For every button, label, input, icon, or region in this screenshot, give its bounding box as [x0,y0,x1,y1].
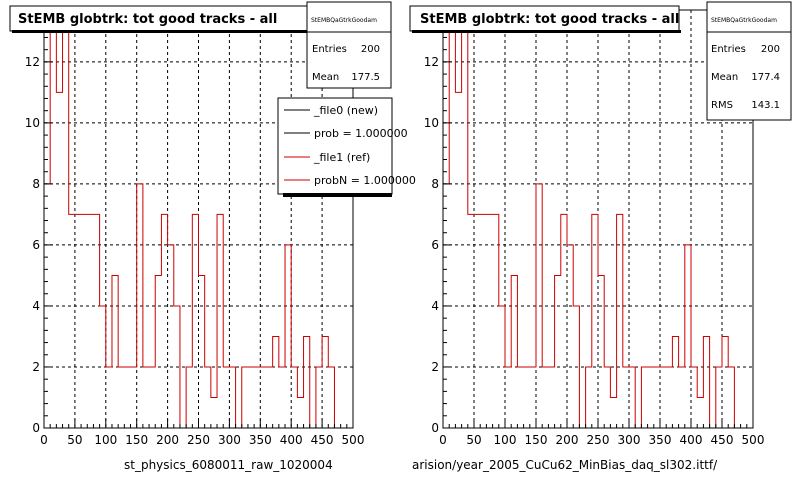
right-stats-name: StEMBQaGtrkGoodam [711,17,777,24]
right-series [442,30,735,429]
x-tick-label: 100 [494,433,517,447]
legend-entry-1: prob = 1.000000 [314,127,408,140]
left-legend: _file0 (new) prob = 1.000000 _file1 (ref… [277,97,416,197]
x-tick-label: 150 [525,433,548,447]
x-tick-label: 100 [94,433,117,447]
y-tick-label: 6 [431,238,439,252]
left-title: StEMB globtrk: tot good tracks - all [18,12,277,27]
y-tick-label: 4 [431,299,439,313]
right-stats-box: StEMBQaGtrkGoodam Entries 200 Mean 177.4… [706,1,792,121]
x-tick-label: 400 [680,433,703,447]
y-tick-label: 0 [431,421,439,435]
x-tick-label: 250 [187,433,210,447]
x-tick-label: 500 [342,433,365,447]
x-tick-label: 300 [218,433,241,447]
x-tick-label: 0 [439,433,447,447]
y-tick-label: 8 [32,177,40,191]
right-stats-mean-label: Mean [711,72,738,83]
y-tick-label: 4 [32,299,40,313]
y-tick-label: 0 [32,421,40,435]
y-tick-label: 2 [431,360,439,374]
left-stats-box: StEMBQaGtrkGoodam Entries 200 Mean 177.5 [306,1,392,89]
x-tick-label: 350 [649,433,672,447]
right-stats-entries-value: 200 [761,44,780,55]
y-tick-label: 12 [25,55,40,69]
x-tick-label: 50 [466,433,481,447]
x-tick-label: 450 [711,433,734,447]
y-tick-label: 12 [424,55,439,69]
right-histogram-panel: 0 50 100 150 200 250 300 350 400 450 500024681012 … [409,1,792,472]
left-stats-mean-value: 177.5 [351,72,380,83]
x-tick-label: 400 [280,433,303,447]
left-series [43,30,335,429]
legend-entry-3: probN = 1.000000 [314,174,416,187]
y-tick-label: 2 [32,360,40,374]
right-stats-rms-label: RMS [711,100,733,111]
x-tick-label: 500 [742,433,765,447]
x-tick-label: 150 [125,433,148,447]
legend-entry-0: _file0 (new) [313,104,378,117]
x-tick-label: 200 [556,433,579,447]
y-tick-label: 10 [25,116,40,130]
x-tick-label: 0 [40,433,48,447]
right-stats-mean-value: 177.4 [751,72,780,83]
x-tick-label: 350 [249,433,272,447]
x-tick-label: 50 [67,433,82,447]
right-stats-rms-value: 143.1 [751,100,780,111]
left-stats-entries-label: Entries [312,44,347,55]
right-title-box: StEMB globtrk: tot good tracks - all [409,5,681,33]
x-tick-label: 450 [311,433,334,447]
x-tick-label: 200 [156,433,179,447]
y-tick-label: 10 [424,116,439,130]
left-histogram-panel: 0 50 100 150 200 250 300 350 400 450 500024681012 … [9,1,416,472]
left-stats-entries-value: 200 [361,44,380,55]
histogram-series-line [43,30,335,429]
right-stats-entries-label: Entries [711,44,746,55]
x-tick-label: 300 [618,433,641,447]
right-title: StEMB globtrk: tot good tracks - all [420,12,679,27]
left-x-axis-label: st_physics_6080011_raw_1020004 [124,458,333,472]
left-axes: 0 50 100 150 200 250 300 350 400 450 500 0 2 4 6 8 10 12 [25,12,365,447]
y-tick-label: 6 [32,238,40,252]
right-x-axis-label: arision/year_2005_CuCu62_MinBias_daq_sl3… [412,458,718,472]
histogram-series-line [442,30,735,429]
x-tick-label: 250 [587,433,610,447]
right-axes: 0 50 100 150 200 250 300 350 400 450 500 0 2 4 6 8 10 12 [424,12,765,447]
y-tick-label: 8 [431,177,439,191]
left-stats-name: StEMBQaGtrkGoodam [311,17,377,24]
left-title-box: StEMB globtrk: tot good tracks - all [9,5,309,33]
left-stats-mean-label: Mean [312,72,339,83]
legend-entry-2: _file1 (ref) [313,151,370,164]
